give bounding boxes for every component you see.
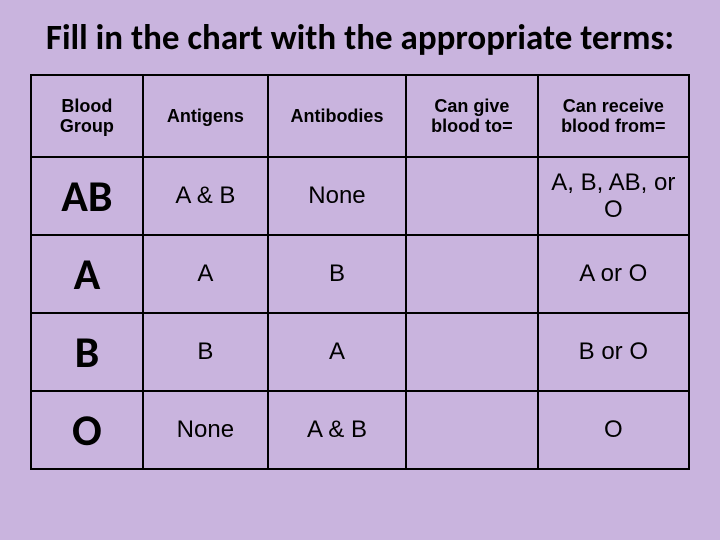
cell-receive: A, B, AB, or O xyxy=(538,157,689,235)
page-title: Fill in the chart with the appropriate t… xyxy=(30,18,690,58)
cell-antigens: None xyxy=(143,391,268,469)
cell-antibodies: A & B xyxy=(268,391,406,469)
col-header-give: Can give blood to= xyxy=(406,75,538,157)
cell-antigens: A & B xyxy=(143,157,268,235)
cell-antibodies: A xyxy=(268,313,406,391)
slide: Fill in the chart with the appropriate t… xyxy=(0,0,720,540)
cell-give xyxy=(406,391,538,469)
col-header-antibodies: Antibodies xyxy=(268,75,406,157)
cell-receive: B or O xyxy=(538,313,689,391)
cell-give xyxy=(406,313,538,391)
table-row: A A B A or O xyxy=(31,235,689,313)
cell-group: O xyxy=(31,391,143,469)
col-header-antigens: Antigens xyxy=(143,75,268,157)
cell-receive: O xyxy=(538,391,689,469)
cell-antibodies: None xyxy=(268,157,406,235)
cell-antigens: A xyxy=(143,235,268,313)
table-header-row: Blood Group Antigens Antibodies Can give… xyxy=(31,75,689,157)
col-header-blood-group: Blood Group xyxy=(31,75,143,157)
table-row: B B A B or O xyxy=(31,313,689,391)
cell-receive: A or O xyxy=(538,235,689,313)
table-row: AB A & B None A, B, AB, or O xyxy=(31,157,689,235)
cell-give xyxy=(406,157,538,235)
blood-group-table: Blood Group Antigens Antibodies Can give… xyxy=(30,74,690,470)
cell-group: A xyxy=(31,235,143,313)
cell-give xyxy=(406,235,538,313)
col-header-receive: Can receive blood from= xyxy=(538,75,689,157)
cell-group: B xyxy=(31,313,143,391)
table-row: O None A & B O xyxy=(31,391,689,469)
cell-antibodies: B xyxy=(268,235,406,313)
cell-antigens: B xyxy=(143,313,268,391)
cell-group: AB xyxy=(31,157,143,235)
